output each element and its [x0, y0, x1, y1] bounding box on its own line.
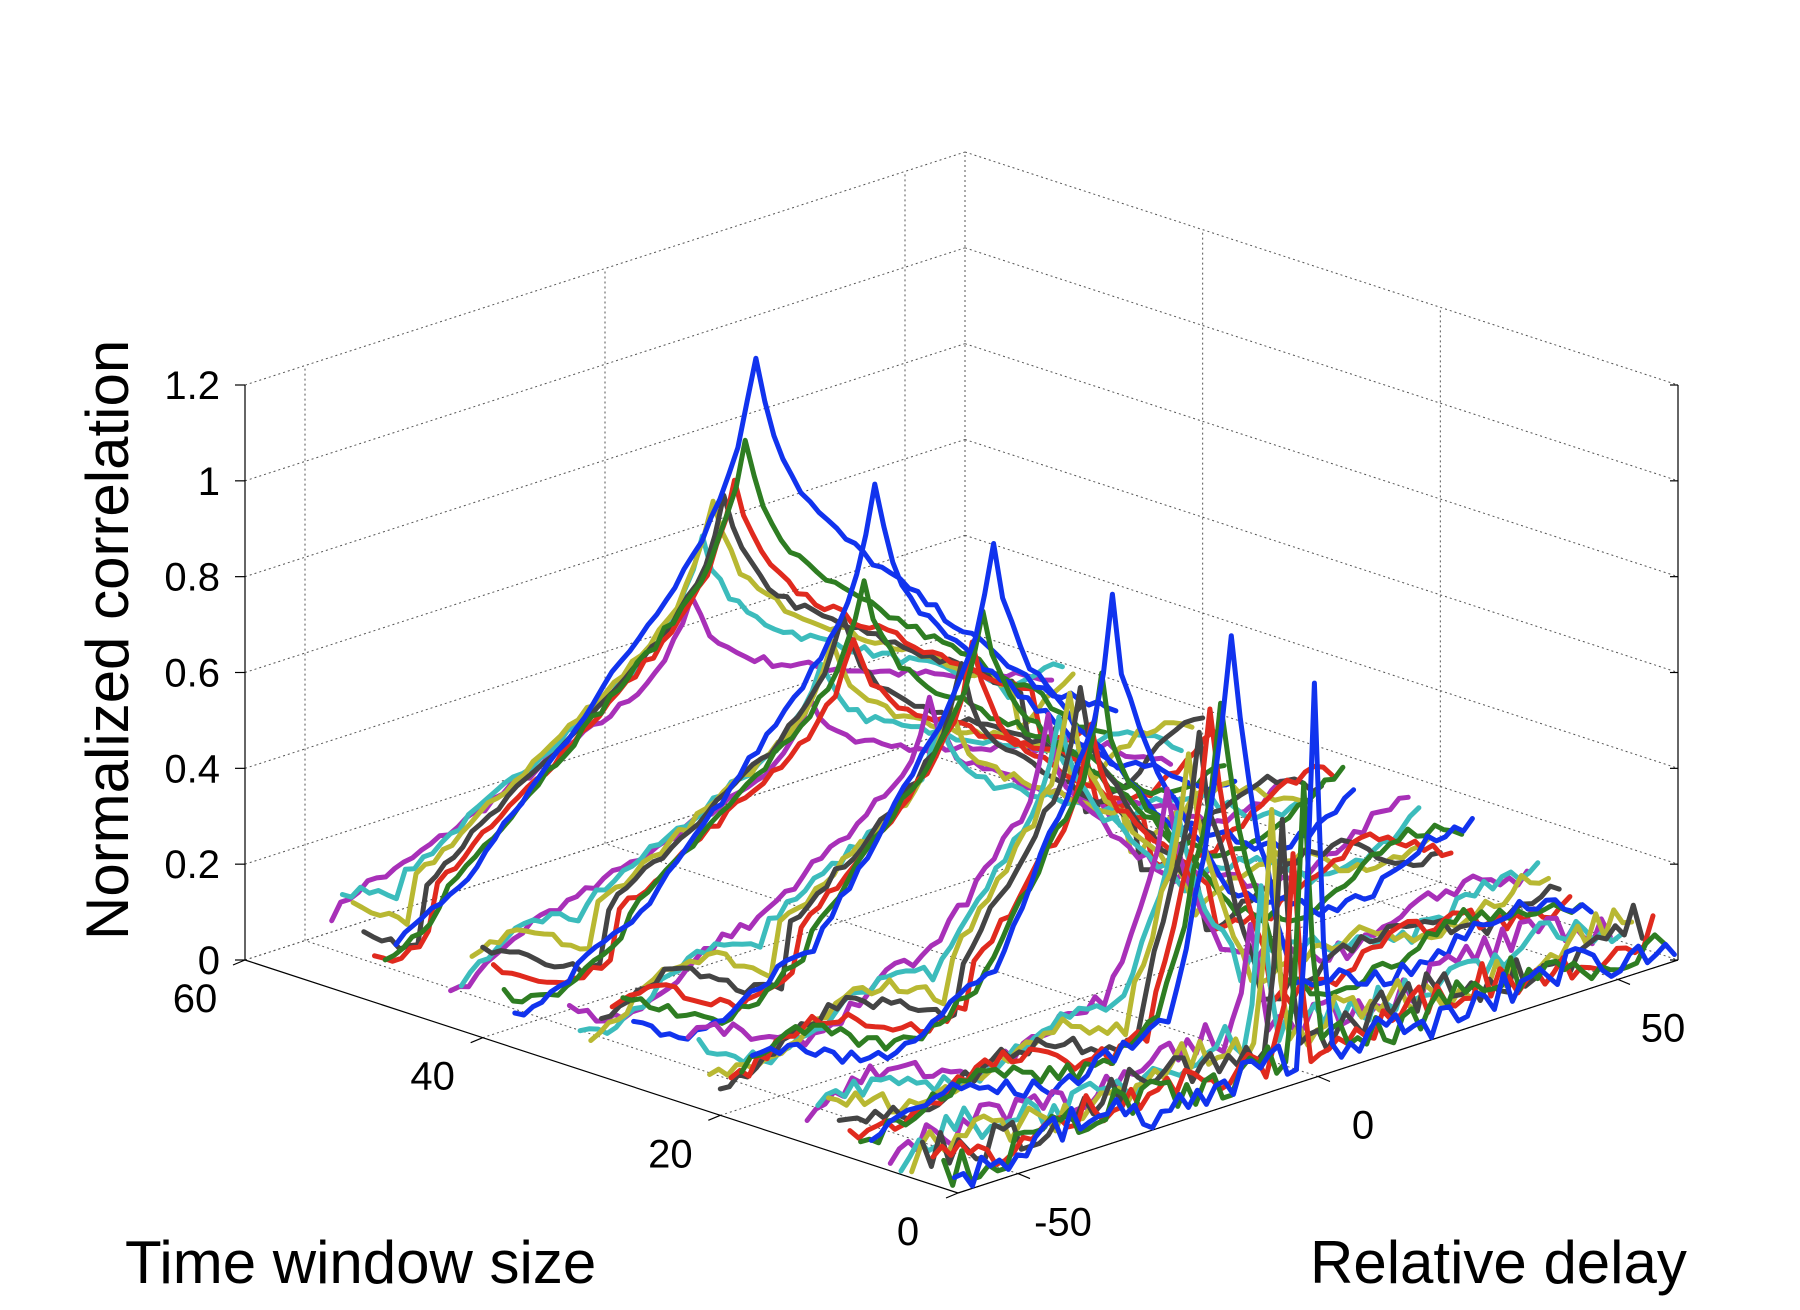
grid-line-z-back-6 [244, 151, 966, 386]
series-line-w10-1 [858, 700, 1584, 1146]
y-tick-label-1: 0 [1352, 1104, 1374, 1148]
y-tick-label-2: 50 [1641, 1006, 1686, 1050]
x-tick-label-2: 40 [410, 1055, 455, 1099]
z-tick-label-0: 0 [198, 939, 220, 983]
z-tick-label-5: 1 [198, 460, 220, 504]
y-tick-mark-2 [1617, 978, 1631, 985]
z-tick-label-3: 0.6 [164, 652, 220, 696]
series-line-w10-5 [815, 810, 1541, 1108]
x-tick-mark-3 [232, 959, 246, 966]
series-line-w10-6 [804, 786, 1530, 1123]
y-axis-title: Relative delay [1310, 1229, 1687, 1296]
series-line-w3-5 [898, 883, 1624, 1174]
z-tick-label-1: 0.2 [164, 843, 220, 887]
grid-line-x-floor-3 [244, 726, 966, 961]
x-tick-mark-2 [470, 1037, 483, 1044]
x-tick-label-0: 0 [897, 1210, 919, 1254]
z-tick-label-2: 0.4 [164, 747, 220, 791]
series-line-w3-1 [941, 780, 1667, 1188]
z-axis-title: Normalized correlation [74, 340, 141, 940]
grid-line-z-right-5 [964, 247, 1679, 482]
grid-line-z-back-3 [244, 439, 966, 673]
x-tick-label-1: 20 [648, 1132, 693, 1176]
series-line-w20-6 [685, 711, 1411, 1048]
grid-line-x-floor-2 [482, 804, 1203, 1039]
curve-layer [329, 355, 1677, 1189]
grid-line-z-right-4 [964, 343, 1679, 578]
z-tick-label-4: 0.8 [164, 556, 220, 600]
grid-line-z-right-2 [964, 534, 1679, 769]
grid-line-z-right-1 [964, 630, 1679, 865]
z-tick-label-6: 1.2 [164, 364, 220, 408]
series-line-w3-3 [919, 816, 1645, 1169]
series-line-w50-0 [393, 355, 1119, 948]
x-tick-mark-0 [945, 1192, 959, 1199]
y-tick-mark-0 [1017, 1173, 1031, 1180]
x-axis-title: Time window size [125, 1229, 596, 1296]
series-line-w40-5 [458, 661, 1184, 989]
y-tick-label-0: -50 [1034, 1201, 1092, 1245]
grid-line-z-right-3 [964, 439, 1679, 673]
grid-line-z-back-2 [244, 534, 966, 769]
series-line-w30-0 [631, 541, 1357, 1042]
series-line-w20-0 [749, 591, 1475, 1065]
y-tick-mark-1 [1317, 1075, 1331, 1083]
series-line-w50-2 [372, 477, 1097, 964]
series-line-w10-0 [868, 633, 1594, 1143]
tick-layer: 0 0.2 0.4 0.6 0.8 1 1.2 0 20 40 60 -50 0 50 [164, 364, 1685, 1254]
axis-line-x [244, 959, 959, 1194]
series-line-w3-0 [951, 680, 1677, 1189]
grid-line-z-right-6 [964, 151, 1679, 386]
x-tick-mark-1 [708, 1114, 721, 1121]
grid-line-z-back-4 [244, 343, 966, 578]
grid-line-y-floor-0 [304, 940, 1019, 1175]
x-tick-label-3: 60 [173, 977, 218, 1021]
series-line-w3-6 [887, 915, 1613, 1166]
series-line-w50-4 [350, 498, 1076, 927]
grid-line-z-back-5 [244, 247, 966, 482]
